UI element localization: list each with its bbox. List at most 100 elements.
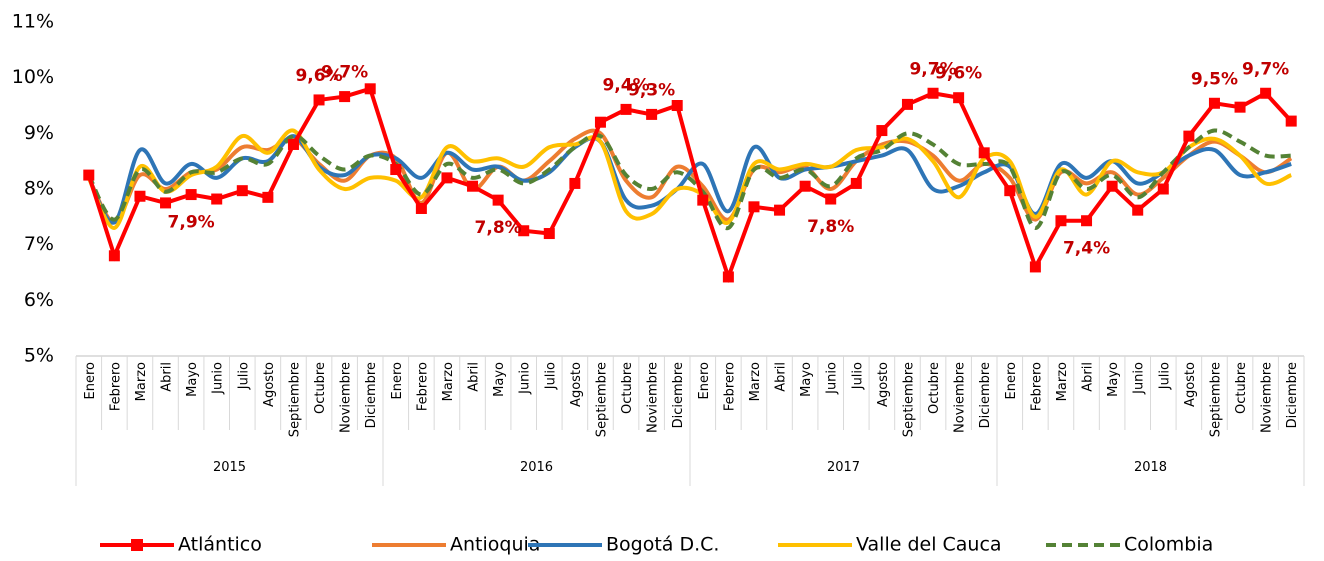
x-tick-label: Noviembre xyxy=(339,362,354,433)
data-label: 9,3% xyxy=(628,80,675,100)
data-label: 9,4% xyxy=(602,75,649,95)
x-tick-label: Febrero xyxy=(1029,362,1044,411)
x-tick-label: Julio xyxy=(236,362,251,390)
marker xyxy=(185,189,197,201)
data-label: 7,9% xyxy=(168,213,215,233)
data-label: 7,8% xyxy=(807,217,854,237)
marker xyxy=(850,177,862,189)
marker xyxy=(646,108,658,120)
x-tick-label: Junio xyxy=(518,362,533,395)
x-tick-label: Junio xyxy=(1132,362,1147,395)
y-tick-label: 10% xyxy=(12,66,54,88)
marker xyxy=(1081,215,1093,227)
marker xyxy=(927,87,939,99)
x-tick-label: Junio xyxy=(825,362,840,395)
x-tick-label: Noviembre xyxy=(1260,362,1275,433)
marker xyxy=(211,193,223,205)
x-tick-label: Septiembre xyxy=(901,362,916,437)
marker xyxy=(1004,185,1016,197)
x-tick-label: Febrero xyxy=(108,362,123,411)
marker xyxy=(441,172,453,184)
y-tick-label: 9% xyxy=(24,122,54,144)
marker xyxy=(108,250,120,262)
marker xyxy=(313,94,325,106)
x-tick-label: Junio xyxy=(211,362,226,395)
marker xyxy=(799,180,811,192)
x-tick-label: Mayo xyxy=(1106,362,1121,397)
marker xyxy=(901,98,913,110)
marker xyxy=(287,138,299,150)
data-label: 9,7% xyxy=(321,63,368,83)
year-label: 2015 xyxy=(213,460,246,475)
marker xyxy=(518,225,530,237)
x-tick-label: Mayo xyxy=(185,362,200,397)
marker xyxy=(415,202,427,214)
x-tick-label: Diciembre xyxy=(671,362,686,428)
x-tick-label: Noviembre xyxy=(646,362,661,433)
x-tick-label: Enero xyxy=(697,362,712,400)
x-tick-label: Abril xyxy=(467,362,482,392)
x-tick-label: Julio xyxy=(1157,362,1172,390)
marker xyxy=(825,193,837,205)
x-tick-label: Marzo xyxy=(1055,362,1070,401)
series-line xyxy=(86,128,1293,230)
x-tick-label: Diciembre xyxy=(1285,362,1300,428)
data-label: 7,4% xyxy=(1063,239,1110,259)
legend-label: Colombia xyxy=(1124,534,1213,556)
legend-label: Antioquia xyxy=(450,534,540,556)
data-label: 9,6% xyxy=(295,66,342,86)
x-tick-label: Marzo xyxy=(134,362,149,401)
marker xyxy=(697,194,709,206)
marker xyxy=(364,83,376,95)
x-tick-label: Septiembre xyxy=(594,362,609,437)
x-tick-label: Abril xyxy=(1081,362,1096,392)
x-tick-label: Enero xyxy=(83,362,98,400)
legend-label: Bogotá D.C. xyxy=(606,534,719,556)
series-line xyxy=(87,128,1292,230)
marker xyxy=(671,100,683,111)
marker xyxy=(467,180,479,192)
marker xyxy=(1260,87,1272,99)
x-tick-label: Febrero xyxy=(722,362,737,411)
x-tick-label: Abril xyxy=(160,362,175,392)
marker xyxy=(1285,115,1297,127)
legend-label: Atlántico xyxy=(178,534,262,556)
marker xyxy=(1055,215,1067,227)
marker xyxy=(876,125,888,137)
marker xyxy=(83,169,95,181)
marker xyxy=(1106,180,1118,192)
marker xyxy=(1157,183,1169,195)
marker xyxy=(774,204,786,216)
x-tick-label: Agosto xyxy=(262,362,277,407)
x-tick-label: Julio xyxy=(543,362,558,390)
marker xyxy=(1029,261,1041,273)
legend-label: Valle del Cauca xyxy=(856,534,1002,556)
data-label: 9,7% xyxy=(1242,59,1289,79)
y-tick-label: 5% xyxy=(24,345,54,367)
y-tick-label: 7% xyxy=(24,233,54,255)
marker xyxy=(134,190,146,202)
x-tick-label: Octubre xyxy=(313,362,328,414)
legend-marker xyxy=(131,539,143,551)
x-tick-label: Agosto xyxy=(1183,362,1198,407)
marker xyxy=(1234,101,1246,113)
year-label: 2017 xyxy=(827,460,860,475)
x-tick-label: Agosto xyxy=(876,362,891,407)
marker xyxy=(594,116,606,128)
x-tick-label: Abril xyxy=(774,362,789,392)
y-tick-label: 11% xyxy=(12,11,54,33)
marker xyxy=(620,103,632,115)
x-tick-label: Noviembre xyxy=(953,362,968,433)
x-tick-label: Julio xyxy=(850,362,865,390)
marker xyxy=(492,194,504,206)
x-tick-label: Enero xyxy=(390,362,405,400)
marker xyxy=(1208,97,1220,109)
marker xyxy=(262,191,274,203)
x-tick-label: Marzo xyxy=(441,362,456,401)
marker xyxy=(1132,204,1144,216)
data-label: 9,5% xyxy=(1191,69,1238,89)
x-tick-label: Octubre xyxy=(927,362,942,414)
data-label: 9,7% xyxy=(909,59,956,79)
marker xyxy=(1183,130,1195,142)
